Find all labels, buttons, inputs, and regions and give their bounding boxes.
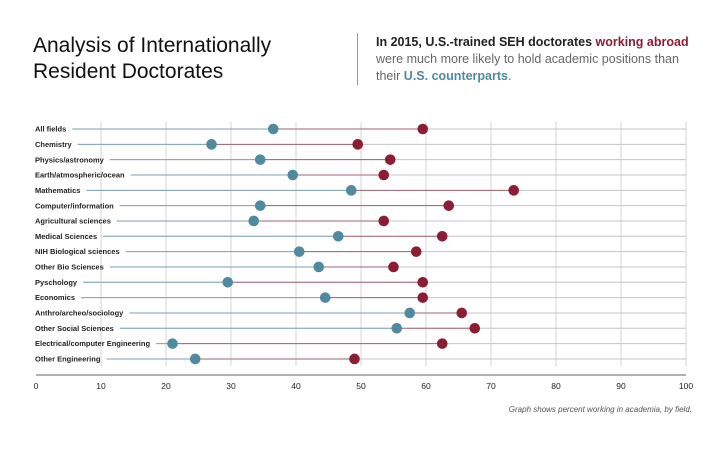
- abroad-point: [417, 277, 429, 288]
- x-tick-label: 10: [96, 381, 106, 391]
- abroad-point: [388, 261, 399, 273]
- category-label: Chemistry: [35, 140, 73, 149]
- us-point: [248, 215, 260, 227]
- x-tick-label: 70: [486, 381, 496, 391]
- abroad-point: [417, 123, 429, 135]
- us-point: [319, 292, 331, 303]
- chart-title: Analysis of Internationally Resident Doc…: [33, 33, 333, 85]
- abroad-point: [349, 353, 360, 365]
- category-label: Pyschology: [35, 278, 78, 287]
- subtitle-text-end: .: [507, 69, 512, 83]
- category-label: Medical Sciences: [35, 232, 97, 241]
- us-point: [206, 139, 217, 150]
- x-tick-label: 0: [34, 381, 39, 391]
- category-label: Earth/atmospheric/ocean: [35, 171, 125, 180]
- subtitle-abroad-highlight: working abroad: [595, 35, 689, 49]
- subtitle-text-2: were much more likely to hold academic p…: [376, 52, 679, 83]
- abroad-point: [384, 154, 396, 165]
- abroad-point: [469, 322, 481, 334]
- category-label: Economics: [35, 293, 75, 302]
- category-label: Mathematics: [35, 186, 80, 195]
- x-tick-label: 90: [616, 381, 626, 391]
- us-point: [254, 200, 266, 211]
- us-point: [404, 307, 416, 319]
- subtitle-text-1: In 2015, U.S.-trained SEH doctorates: [376, 35, 596, 49]
- x-tick-label: 40: [291, 381, 301, 391]
- abroad-point: [378, 215, 390, 227]
- x-tick-label: 80: [551, 381, 561, 391]
- us-point: [222, 277, 234, 288]
- us-point: [332, 231, 344, 242]
- abroad-point: [508, 185, 520, 196]
- category-label: All fields: [35, 125, 66, 134]
- category-label: Physics/astronomy: [35, 155, 105, 164]
- header-divider: [357, 33, 358, 85]
- x-tick-label: 100: [679, 381, 693, 391]
- chart-subtitle: In 2015, U.S.-trained SEH doctorates wor…: [376, 34, 701, 85]
- category-label: Other Social Sciences: [35, 324, 114, 333]
- category-label: NIH Biological sciences: [35, 247, 120, 256]
- us-point: [167, 338, 178, 349]
- abroad-point: [417, 292, 429, 303]
- x-tick-label: 60: [421, 381, 431, 391]
- us-point: [391, 322, 403, 334]
- abroad-point: [436, 231, 448, 242]
- x-tick-label: 20: [161, 381, 171, 391]
- abroad-point: [410, 246, 422, 257]
- abroad-point: [443, 200, 455, 211]
- category-label: Anthro/archeo/sociology: [35, 309, 124, 318]
- us-point: [189, 353, 201, 365]
- abroad-point: [436, 338, 448, 349]
- x-tick-label: 30: [226, 381, 236, 391]
- us-point: [287, 169, 299, 181]
- subtitle-us-highlight: U.S. counterparts: [403, 69, 508, 83]
- us-point: [293, 246, 305, 257]
- title-line-1: Analysis of Internationally: [33, 34, 272, 57]
- category-label: Other Bio Sciences: [35, 263, 104, 272]
- category-label: Other Engineering: [35, 355, 101, 364]
- title-line-2: Resident Doctorates: [33, 60, 224, 83]
- us-point: [267, 123, 279, 135]
- us-point: [254, 154, 266, 165]
- us-point: [313, 261, 325, 273]
- category-label: Electrical/computer Engineering: [35, 339, 150, 348]
- abroad-point: [378, 169, 390, 181]
- abroad-point: [456, 307, 468, 319]
- category-label: Computer/information: [35, 201, 114, 210]
- abroad-point: [352, 139, 364, 150]
- footnote: Graph shows percent working in academia,…: [508, 405, 692, 414]
- x-tick-label: 50: [356, 381, 366, 391]
- us-point: [345, 185, 357, 196]
- category-label: Agricultural sciences: [35, 217, 111, 226]
